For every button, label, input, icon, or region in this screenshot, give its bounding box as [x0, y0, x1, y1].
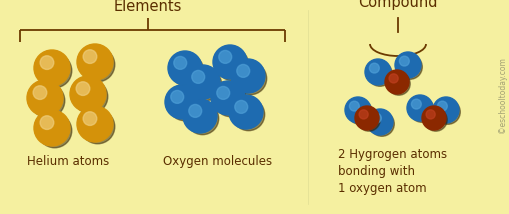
Circle shape [213, 45, 246, 79]
Circle shape [80, 110, 115, 144]
Circle shape [77, 44, 113, 80]
Text: ©eschooltoday.com: ©eschooltoday.com [497, 57, 506, 133]
Circle shape [358, 110, 367, 119]
Circle shape [188, 104, 201, 117]
Circle shape [384, 70, 408, 94]
Circle shape [167, 51, 202, 85]
Circle shape [174, 56, 186, 69]
Circle shape [231, 59, 265, 93]
Circle shape [34, 50, 70, 86]
Text: Compound: Compound [357, 0, 437, 10]
Circle shape [366, 109, 392, 135]
Circle shape [218, 51, 231, 63]
Circle shape [236, 64, 249, 77]
Circle shape [406, 95, 432, 121]
Circle shape [411, 99, 420, 109]
Circle shape [367, 62, 391, 86]
Text: Helium atoms: Helium atoms [27, 155, 109, 168]
Circle shape [388, 74, 398, 83]
Circle shape [369, 63, 379, 73]
Circle shape [38, 54, 72, 88]
Circle shape [27, 80, 63, 116]
Circle shape [394, 52, 420, 78]
Circle shape [168, 88, 201, 121]
Circle shape [83, 112, 97, 125]
Circle shape [165, 85, 199, 119]
Circle shape [364, 59, 390, 85]
Circle shape [216, 86, 229, 99]
Circle shape [33, 86, 47, 100]
Circle shape [34, 110, 70, 146]
Circle shape [189, 68, 221, 101]
Circle shape [387, 72, 409, 95]
Circle shape [186, 103, 218, 135]
Circle shape [425, 110, 434, 119]
Circle shape [40, 116, 53, 129]
Circle shape [347, 100, 372, 124]
Circle shape [397, 55, 421, 79]
Circle shape [423, 108, 446, 131]
Circle shape [344, 97, 370, 123]
Circle shape [77, 106, 113, 142]
Circle shape [186, 65, 219, 99]
Circle shape [171, 54, 203, 87]
Circle shape [83, 50, 97, 63]
Circle shape [40, 56, 53, 69]
Circle shape [399, 56, 409, 66]
Circle shape [432, 97, 458, 123]
Circle shape [191, 70, 204, 83]
Circle shape [76, 82, 90, 95]
Circle shape [354, 106, 378, 130]
Circle shape [80, 48, 115, 82]
Circle shape [183, 99, 216, 133]
Circle shape [232, 98, 264, 131]
Circle shape [214, 84, 246, 117]
Circle shape [171, 91, 183, 103]
Circle shape [409, 98, 434, 122]
Circle shape [349, 101, 359, 111]
Circle shape [216, 48, 248, 81]
Circle shape [229, 95, 263, 129]
Circle shape [421, 106, 445, 130]
Text: Elements: Elements [114, 0, 182, 14]
Circle shape [357, 108, 379, 131]
Circle shape [73, 80, 107, 114]
Circle shape [435, 100, 460, 124]
Text: 2 Hygrogen atoms
bonding with
1 oxygen atom: 2 Hygrogen atoms bonding with 1 oxygen a… [338, 148, 447, 195]
Circle shape [31, 84, 65, 118]
Circle shape [38, 114, 72, 148]
Circle shape [371, 113, 381, 123]
Text: Oxygen molecules: Oxygen molecules [163, 155, 272, 168]
Circle shape [70, 76, 106, 112]
Circle shape [234, 62, 266, 95]
Circle shape [437, 101, 446, 111]
Circle shape [369, 111, 393, 136]
Circle shape [234, 100, 247, 113]
Circle shape [211, 81, 244, 115]
